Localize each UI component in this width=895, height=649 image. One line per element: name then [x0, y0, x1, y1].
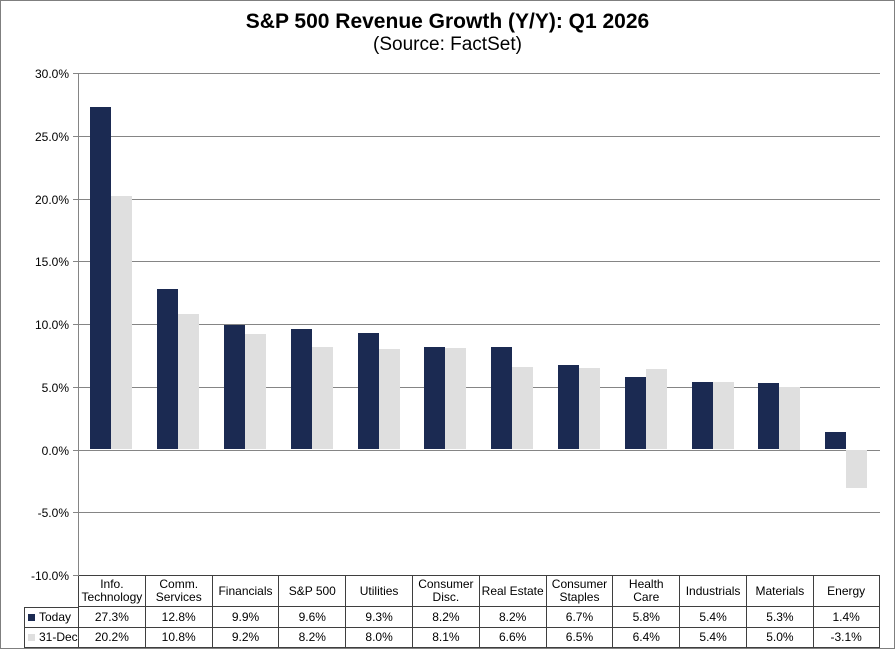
value-cell: 8.2%	[411, 607, 479, 628]
y-axis-tick	[73, 575, 78, 576]
bar-today	[357, 332, 379, 450]
legend-key-icon	[28, 634, 35, 641]
chart-title: S&P 500 Revenue Growth (Y/Y): Q1 2026	[245, 10, 650, 33]
y-axis-label: 20.0%	[34, 192, 69, 207]
gridline	[78, 261, 880, 263]
value-cell: 9.2%	[211, 628, 279, 648]
gridline	[78, 73, 880, 74]
value-cell: 5.8%	[612, 607, 680, 628]
bar-31-dec	[378, 349, 400, 450]
legend-key-icon	[28, 614, 35, 621]
bar-today	[290, 329, 312, 450]
bar-today	[90, 106, 112, 450]
value-cell: 6.6%	[478, 628, 546, 648]
bar-today	[758, 382, 780, 450]
category-header-cell: Consumer Disc.	[411, 575, 479, 607]
y-axis-label: 25.0%	[34, 129, 69, 144]
y-axis-label: 15.0%	[34, 255, 69, 270]
bar-31-dec	[245, 334, 266, 450]
bar-today	[157, 288, 179, 450]
value-cell: 8.2%	[478, 607, 546, 628]
bar-today	[558, 365, 579, 450]
bar-31-dec	[445, 347, 467, 450]
category-header-cell: Info. Technology	[78, 575, 145, 607]
category-header-cell: S&P 500	[278, 575, 346, 607]
y-axis-tick	[73, 73, 78, 74]
y-axis-label: 10.0%	[34, 318, 69, 332]
value-cell: 6.5%	[545, 628, 613, 648]
gridline	[78, 324, 880, 325]
gridline	[78, 198, 880, 200]
value-cell: 12.8%	[144, 607, 212, 628]
bar-31-dec	[779, 386, 801, 450]
y-axis-tick	[73, 198, 78, 200]
legend-cell-today: Today	[24, 607, 78, 628]
chart-subtitle: (Source: FactSet)	[373, 34, 522, 55]
plot-area	[78, 73, 880, 575]
bar-31-dec	[712, 381, 734, 450]
y-axis-tick	[73, 449, 78, 451]
value-cell: 9.6%	[278, 607, 346, 628]
bar-31-dec	[311, 346, 333, 450]
y-axis-label: 0.0%	[41, 443, 69, 458]
category-header-cell: Utilities	[345, 575, 412, 607]
gridline	[78, 386, 880, 388]
category-header-cell: Financials	[211, 575, 279, 607]
value-cell: 6.7%	[545, 607, 613, 628]
y-axis-tick	[73, 512, 78, 514]
value-cell: 9.9%	[211, 607, 279, 628]
bar-today	[624, 376, 646, 450]
value-cell: 1.4%	[812, 607, 880, 628]
value-cell: -3.1%	[812, 628, 880, 648]
value-cell: 20.2%	[78, 628, 145, 648]
y-axis-tick	[73, 135, 78, 137]
value-cell: 8.2%	[278, 628, 346, 648]
bar-today	[691, 381, 713, 450]
value-cell: 8.0%	[345, 628, 412, 648]
category-header-cell: Health Care	[612, 575, 680, 607]
data-table: Info. Technology Comm. Services Financials…	[24, 575, 880, 648]
value-cell: 6.4%	[612, 628, 680, 648]
value-cell: 9.3%	[345, 607, 412, 628]
bar-31-dec	[846, 449, 868, 489]
value-cell: 5.4%	[679, 607, 746, 628]
category-header-cell: Comm. Services	[144, 575, 212, 607]
bar-today	[825, 431, 847, 450]
bar-today	[424, 346, 446, 450]
bar-31-dec	[512, 366, 534, 450]
y-axis-label: 5.0%	[41, 380, 69, 395]
category-header-cell: Materials	[745, 575, 813, 607]
y-axis-label: -5.0%	[37, 506, 69, 521]
value-cell: 27.3%	[78, 607, 145, 628]
bar-today	[491, 346, 513, 450]
y-axis-tick	[73, 386, 78, 388]
gridline	[78, 512, 880, 514]
bar-today	[224, 325, 245, 450]
bar-31-dec	[178, 313, 200, 450]
bar-31-dec	[111, 195, 133, 450]
category-header-cell: Industrials	[679, 575, 746, 607]
value-cell: 8.1%	[411, 628, 479, 648]
category-header-cell: Real Estate	[478, 575, 546, 607]
legend-cell-31-dec: 31-Dec	[24, 628, 78, 648]
category-header-cell: Energy	[812, 575, 880, 607]
y-axis-line	[78, 73, 79, 576]
y-axis-tick	[73, 261, 78, 263]
y-axis-tick	[73, 324, 78, 325]
gridline	[78, 135, 880, 137]
value-cell: 5.3%	[745, 607, 813, 628]
y-axis-label: 30.0%	[34, 67, 69, 81]
bar-31-dec	[645, 369, 667, 450]
value-cell: 5.4%	[679, 628, 746, 648]
value-cell: 10.8%	[144, 628, 212, 648]
gridline	[78, 449, 880, 451]
category-header-cell: Consumer Staples	[545, 575, 613, 607]
y-axis-label: -10.0%	[30, 569, 69, 583]
bar-31-dec	[579, 367, 600, 450]
value-cell: 5.0%	[745, 628, 813, 648]
